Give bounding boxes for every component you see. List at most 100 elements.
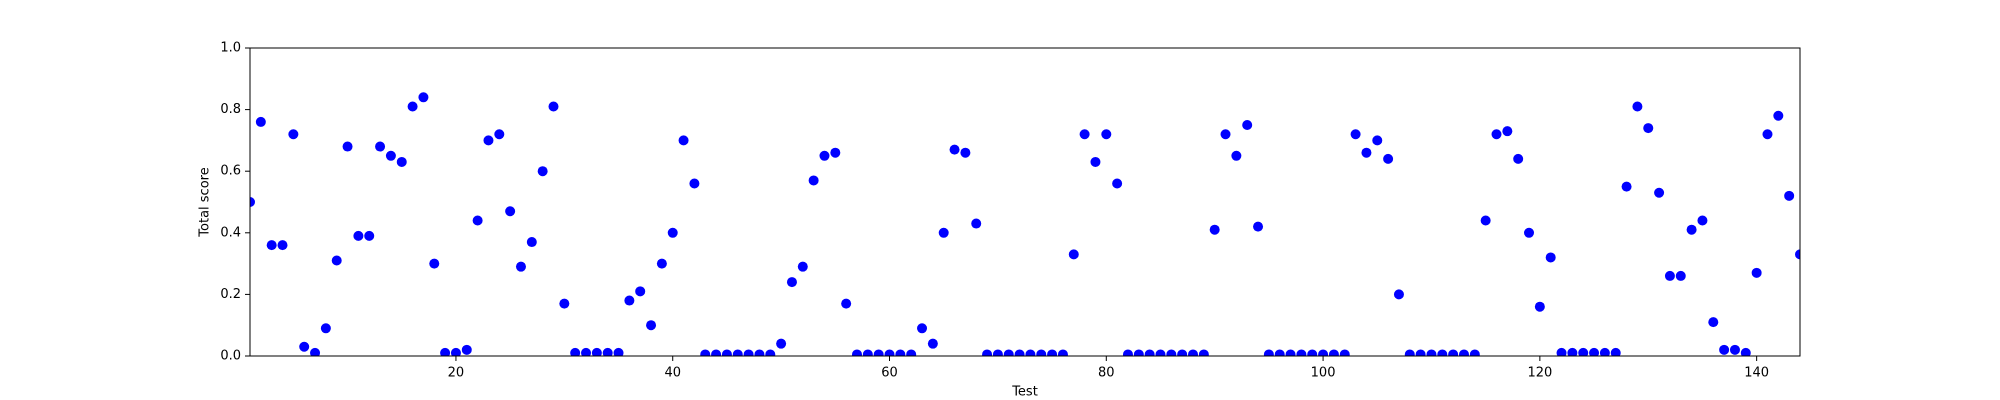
point xyxy=(1263,349,1274,356)
point xyxy=(830,147,841,158)
point xyxy=(1762,129,1773,140)
point xyxy=(1426,349,1437,356)
point xyxy=(819,150,830,161)
point xyxy=(250,197,255,207)
point xyxy=(1469,349,1480,356)
y-axis-label: Total score xyxy=(198,167,213,237)
point xyxy=(1242,120,1253,130)
point xyxy=(1415,349,1426,356)
point xyxy=(1643,123,1654,134)
point xyxy=(1729,344,1740,355)
point xyxy=(1112,178,1123,189)
point xyxy=(1166,349,1177,356)
point xyxy=(1079,129,1090,140)
point xyxy=(960,147,971,158)
point xyxy=(754,349,765,356)
y-tick-label: 1.0 xyxy=(220,41,241,56)
point xyxy=(1047,349,1058,356)
point xyxy=(743,349,754,356)
point xyxy=(971,218,982,229)
point xyxy=(1198,349,1209,356)
point xyxy=(1610,347,1621,356)
point xyxy=(429,258,440,269)
point xyxy=(1697,215,1708,226)
point xyxy=(559,298,570,309)
point xyxy=(1036,349,1047,356)
point xyxy=(418,92,429,103)
point xyxy=(385,150,396,161)
point xyxy=(700,349,711,356)
point xyxy=(288,129,299,140)
point xyxy=(1274,349,1285,356)
point xyxy=(581,347,592,356)
point xyxy=(1567,347,1578,356)
point xyxy=(342,141,353,152)
point xyxy=(1545,252,1556,263)
point xyxy=(732,349,743,356)
point xyxy=(602,347,613,356)
point xyxy=(1654,187,1665,198)
point xyxy=(1231,150,1242,161)
point xyxy=(1014,349,1025,356)
point xyxy=(1664,270,1675,281)
point xyxy=(1188,349,1199,356)
x-tick-label: 60 xyxy=(881,366,898,381)
point xyxy=(656,258,667,269)
point xyxy=(1393,289,1404,300)
point xyxy=(1350,129,1361,140)
point xyxy=(786,277,797,288)
point xyxy=(1209,224,1220,235)
point xyxy=(320,323,331,334)
point xyxy=(906,349,917,356)
point xyxy=(851,349,862,356)
point xyxy=(1328,349,1339,356)
point xyxy=(1524,227,1535,238)
point xyxy=(331,255,342,266)
point xyxy=(450,347,461,356)
point xyxy=(624,295,635,306)
point xyxy=(808,175,819,186)
x-axis-label: Test xyxy=(1011,385,1038,400)
x-tick-label: 140 xyxy=(1744,366,1769,381)
point xyxy=(1025,349,1036,356)
y-tick-label: 0.2 xyxy=(220,287,241,302)
point xyxy=(548,101,559,112)
point xyxy=(646,320,657,331)
point xyxy=(472,215,483,226)
point xyxy=(310,347,321,356)
axes-frame xyxy=(249,47,1801,357)
point xyxy=(765,349,776,356)
point xyxy=(1458,349,1469,356)
point xyxy=(1122,349,1133,356)
point xyxy=(1003,349,1014,356)
point xyxy=(375,141,386,152)
point xyxy=(927,338,938,349)
point xyxy=(1090,156,1101,167)
point xyxy=(841,298,852,309)
point xyxy=(1556,347,1567,356)
point xyxy=(667,227,678,238)
point xyxy=(982,349,993,356)
point xyxy=(1675,270,1686,281)
point xyxy=(1318,349,1329,356)
point xyxy=(505,206,516,217)
point xyxy=(299,341,310,352)
point xyxy=(1621,181,1632,192)
point xyxy=(1795,249,1800,260)
point xyxy=(277,240,288,251)
point xyxy=(1155,349,1166,356)
point xyxy=(678,135,689,146)
point xyxy=(862,349,873,356)
point xyxy=(1751,267,1762,278)
point xyxy=(1589,347,1600,356)
point xyxy=(1383,153,1394,164)
point xyxy=(483,135,494,146)
point xyxy=(461,344,472,355)
point xyxy=(938,227,949,238)
point xyxy=(721,349,732,356)
point xyxy=(873,349,884,356)
point xyxy=(1534,301,1545,312)
point xyxy=(1361,147,1372,158)
x-tick-label: 20 xyxy=(448,366,465,381)
